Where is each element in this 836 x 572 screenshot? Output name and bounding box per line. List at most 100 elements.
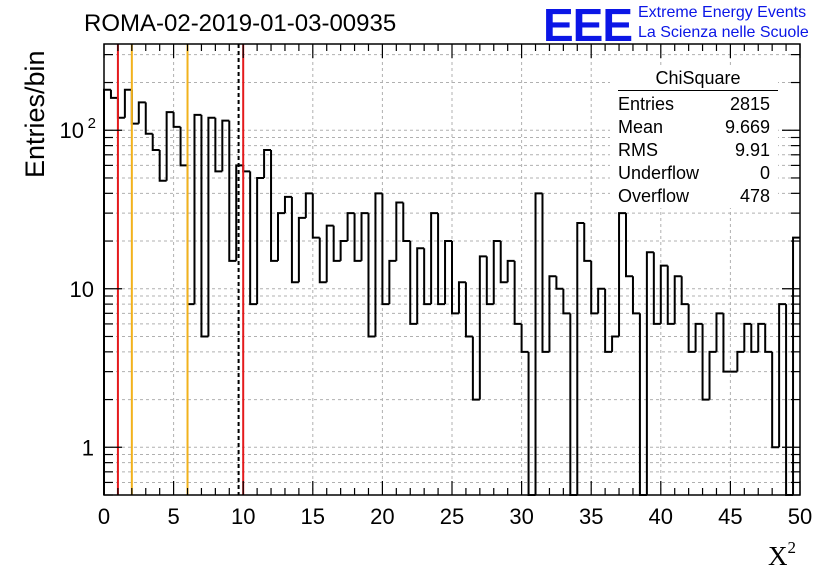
histogram-bin	[499, 241, 508, 284]
stats-row-overflow: Overflow 478	[610, 185, 778, 208]
histogram-bin	[464, 282, 473, 338]
histogram-bin	[242, 165, 251, 173]
histogram-bin	[506, 259, 515, 283]
histogram-bin	[645, 251, 654, 495]
stats-box: ChiSquare Entries 2815 Mean 9.669 RMS 9.91 …	[610, 66, 778, 208]
grid-lines	[103, 44, 801, 496]
histogram-bin	[666, 265, 675, 325]
histogram-bin	[471, 336, 480, 401]
stats-row-underflow: Underflow 0	[610, 162, 778, 185]
x-tick-label: 10	[231, 504, 255, 529]
histogram-bin	[388, 259, 397, 305]
histogram-bin	[527, 351, 536, 496]
histogram-bin	[304, 192, 313, 218]
histogram-bin	[297, 216, 306, 283]
histogram-bin	[270, 150, 278, 262]
histogram-bin	[137, 101, 146, 124]
histogram-bin	[485, 256, 494, 306]
histogram-bin	[103, 88, 111, 495]
histogram-bin	[179, 126, 188, 167]
stats-row-entries: Entries 2815	[610, 93, 778, 116]
histogram-bin	[193, 113, 202, 305]
histogram-bin	[339, 240, 348, 261]
histogram-bin	[311, 193, 320, 239]
histogram-bin	[416, 247, 425, 324]
histogram-bin	[109, 89, 118, 99]
histogram-bin	[374, 192, 383, 337]
histogram-bin	[652, 252, 661, 325]
histogram-bin	[172, 112, 181, 128]
histogram-bin	[256, 176, 265, 305]
histogram-bin	[221, 119, 230, 172]
stats-value: 9.91	[734, 140, 770, 160]
x-tick-label: 15	[301, 504, 325, 529]
histogram-bin	[151, 133, 160, 152]
histogram-bin	[576, 221, 585, 495]
stats-value: 9.669	[724, 117, 770, 137]
histogram-bin	[778, 303, 787, 448]
histogram-bin	[214, 117, 223, 173]
histogram-bin	[437, 213, 446, 306]
histogram-bin	[520, 323, 529, 353]
stats-label: Overflow	[618, 186, 690, 206]
x-tick-label: 45	[718, 504, 742, 529]
chart-title: ROMA-02-2019-01-03-00935	[84, 10, 397, 37]
stats-row-mean: Mean 9.669	[610, 116, 778, 139]
y-tick-label: 10	[60, 118, 84, 143]
stats-value: 478	[739, 186, 770, 206]
axis-ticks	[103, 44, 801, 496]
histogram-bin	[722, 313, 731, 373]
histogram-bin	[743, 322, 752, 352]
histogram-bin	[618, 212, 626, 337]
histogram-bin	[277, 212, 285, 261]
histogram-bin	[200, 114, 209, 338]
histogram-bin	[583, 222, 592, 262]
histogram-bin	[764, 323, 773, 353]
histogram-bin	[687, 304, 696, 353]
histogram-bin	[604, 288, 613, 353]
histogram-bin	[673, 275, 682, 324]
x-tick-label: 35	[579, 504, 603, 529]
histogram-bin	[451, 241, 459, 315]
histogram-bin	[158, 150, 167, 182]
y-tick-label: 10	[70, 277, 94, 302]
histogram-bin	[757, 322, 766, 352]
histogram-bin	[207, 116, 216, 337]
histogram-bin	[708, 350, 717, 400]
x-tick-label: 20	[370, 504, 394, 529]
histogram-bin	[478, 255, 487, 400]
histogram-bin	[590, 260, 599, 315]
histogram-bin	[492, 240, 501, 305]
histogram-bin	[736, 350, 745, 372]
stats-value: 0	[759, 163, 770, 183]
x-axis-label-sup: 2	[787, 538, 797, 557]
histogram-bin	[186, 165, 195, 306]
histogram-bin	[611, 335, 620, 352]
histogram-bin	[346, 212, 355, 242]
x-tick-label: 40	[649, 504, 673, 529]
histogram-bin	[638, 313, 647, 496]
x-tick-label: 30	[509, 504, 533, 529]
histogram-bin	[444, 240, 452, 305]
y-axis-label: Entries/bin	[20, 50, 50, 178]
histogram-bin	[318, 237, 327, 284]
histogram-bin	[625, 213, 633, 278]
histogram-bin	[381, 193, 390, 306]
histogram-bin	[680, 276, 689, 306]
logo-line-2: La Scienza nelle Scuole	[638, 24, 809, 41]
histogram-bin	[263, 149, 272, 178]
histogram-bin	[534, 192, 543, 495]
histogram-bin	[283, 195, 292, 214]
histogram-bin	[423, 248, 432, 306]
stats-label: Mean	[618, 117, 664, 137]
eee-logo: EEE	[543, 0, 633, 51]
histogram-bin	[249, 171, 258, 306]
stats-title: ChiSquare	[618, 66, 778, 91]
histogram-bin	[750, 323, 759, 353]
histogram-bin	[116, 97, 125, 119]
histogram-bin	[332, 225, 341, 262]
stats-label: Underflow	[618, 163, 700, 183]
x-axis-label-base: X	[768, 541, 788, 571]
